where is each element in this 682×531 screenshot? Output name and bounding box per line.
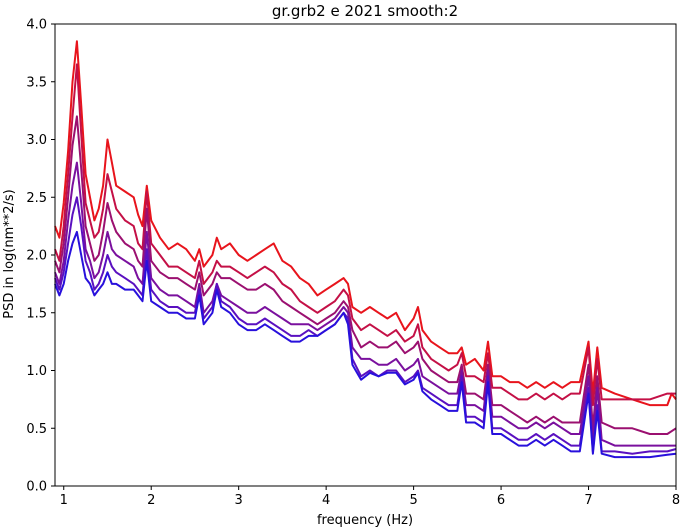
y-tick-label: 4.0 <box>26 18 47 33</box>
y-tick-label: 2.0 <box>26 249 47 264</box>
y-tick-label: 1.5 <box>26 306 47 321</box>
series-line-2 <box>54 63 676 407</box>
plot-lines <box>54 40 677 459</box>
series-line-4 <box>54 161 676 447</box>
x-tick-label: 8 <box>672 493 680 508</box>
x-tick-label: 2 <box>147 493 155 508</box>
series-line-1 <box>54 40 677 407</box>
x-axis: 1 2 3 4 5 6 7 8 <box>60 486 680 508</box>
y-tick-label: 2.5 <box>26 191 47 206</box>
y-tick-label: 0.0 <box>26 480 47 495</box>
x-tick-label: 3 <box>235 493 243 508</box>
x-tick-label: 4 <box>322 493 330 508</box>
y-axis: 0.0 0.5 1.0 1.5 2.0 2.5 3.0 3.5 4.0 <box>26 18 55 495</box>
series-line-6 <box>54 230 677 459</box>
y-tick-label: 3.5 <box>26 75 47 90</box>
x-tick-label: 7 <box>584 493 592 508</box>
series-line-3 <box>54 115 677 435</box>
x-axis-label: frequency (Hz) <box>317 513 413 528</box>
chart-title: gr.grb2 e 2021 smooth:2 <box>272 2 458 20</box>
x-tick-label: 5 <box>409 493 417 508</box>
x-tick-label: 1 <box>60 493 68 508</box>
y-tick-label: 1.0 <box>26 364 47 379</box>
x-tick-label: 6 <box>497 493 505 508</box>
y-axis-label: PSD in log(nm**2/s) <box>2 189 17 319</box>
y-tick-label: 0.5 <box>26 422 47 437</box>
y-tick-label: 3.0 <box>26 133 47 148</box>
